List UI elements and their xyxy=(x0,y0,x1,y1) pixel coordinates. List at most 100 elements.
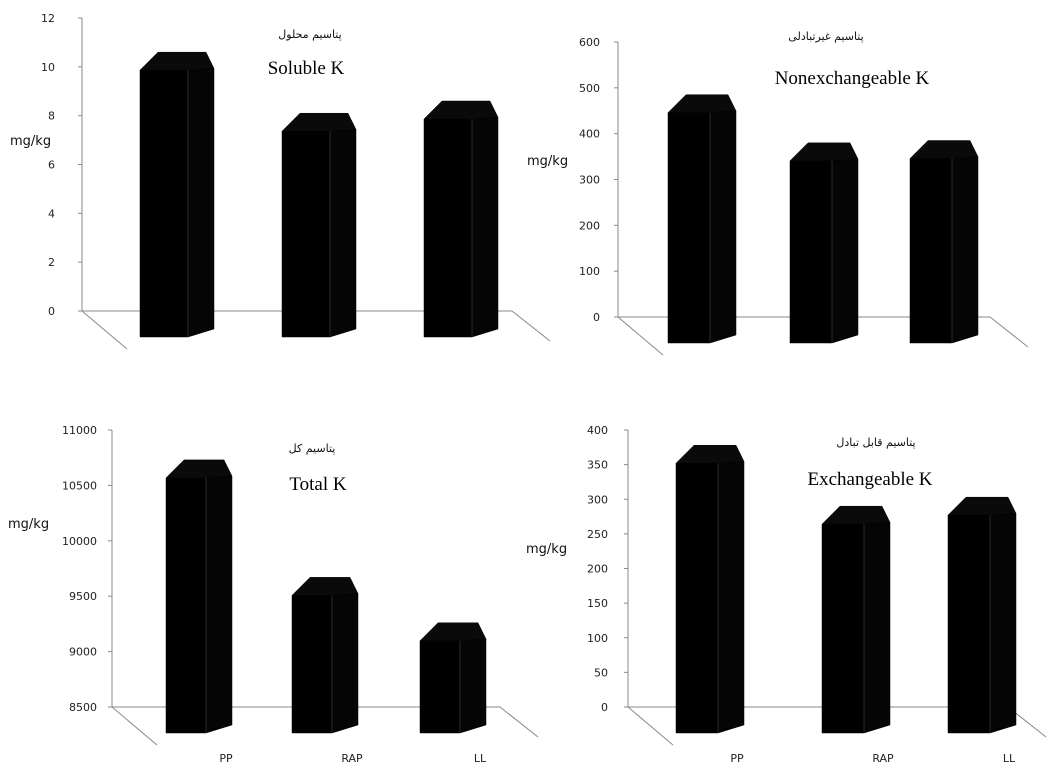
category-label-ll: LL xyxy=(1003,752,1016,765)
bar-front xyxy=(667,112,711,344)
y-tick-label: 11000 xyxy=(62,424,97,437)
bar-top xyxy=(909,140,979,159)
chart-title-fa-exchangeable-k: پتاسیم قابل تبادل xyxy=(836,436,915,449)
bar-pp-total-k xyxy=(165,459,233,734)
bar-side xyxy=(989,513,1017,734)
floor-back-total-k xyxy=(112,706,539,738)
chart-title-fa-total-k: پتاسیم کل xyxy=(289,442,336,455)
bar-side xyxy=(717,461,745,734)
bar-side xyxy=(831,158,859,344)
bar-top xyxy=(947,496,1017,516)
y-tick-label: 600 xyxy=(579,36,600,49)
bar-ll-total-k xyxy=(419,622,487,734)
chart-title-soluble-k: Soluble K xyxy=(268,58,345,79)
y-tick-label: 50 xyxy=(594,666,608,679)
bar-side xyxy=(187,68,215,338)
floor-side-nonexchangeable-k xyxy=(617,316,664,356)
bar-side xyxy=(329,129,357,338)
y-tick-label: 6 xyxy=(48,159,55,172)
bar-top xyxy=(423,100,499,120)
bar-front xyxy=(139,69,189,338)
y-axis-label-total-k: mg/kg xyxy=(8,517,49,532)
bar-side xyxy=(863,522,891,734)
chart-title-nonexchangeable-k: Nonexchangeable K xyxy=(775,68,930,89)
y-tick-label: 9000 xyxy=(69,646,97,659)
floor-back-nonexchangeable-k xyxy=(618,316,1029,348)
bar-top xyxy=(675,444,745,464)
y-tick-label: 100 xyxy=(587,632,608,645)
y-tick-label: 4 xyxy=(48,207,55,220)
bar-front xyxy=(947,514,991,734)
floor-side-total-k xyxy=(111,706,158,746)
bar-rap-exchangeable-k xyxy=(821,505,891,734)
category-label-rap: RAP xyxy=(872,752,894,765)
y-tick-label: 8500 xyxy=(69,701,97,714)
y-tick-label: 200 xyxy=(587,563,608,576)
bar-top xyxy=(789,142,859,162)
y-tick-label: 0 xyxy=(601,701,608,714)
bar-pp-soluble-k xyxy=(139,51,215,338)
y-tick-label: 9500 xyxy=(69,590,97,603)
y-tick-label: 150 xyxy=(587,597,608,610)
y-tick-label: 10500 xyxy=(62,479,97,492)
y-tick-label: 8 xyxy=(48,110,55,123)
chart-soluble-k: 0 2 4 6 8 10 12 mg/kg پتاسیم محلول Soluble K xyxy=(10,12,551,350)
bar-ll-exchangeable-k xyxy=(947,496,1017,734)
bar-front xyxy=(291,595,333,734)
bar-front xyxy=(165,477,207,734)
bar-front xyxy=(419,640,461,734)
chart-total-k: 8500 9000 9500 10000 10500 11000 mg/kg پتاسیم ک… xyxy=(8,424,539,765)
bar-front xyxy=(821,523,865,734)
bar-front xyxy=(909,158,953,344)
bar-rap-total-k xyxy=(291,577,359,734)
bar-top xyxy=(667,94,737,113)
bar-front xyxy=(423,118,473,338)
chart-title-total-k: Total K xyxy=(289,474,347,495)
y-tick-label: 2 xyxy=(48,256,55,269)
y-tick-label: 400 xyxy=(587,424,608,437)
y-tick-label: 400 xyxy=(579,128,600,141)
bar-ll-nonexchangeable-k xyxy=(909,140,979,344)
y-tick-label: 0 xyxy=(48,305,55,318)
y-axis-label-soluble-k: mg/kg xyxy=(10,134,51,149)
bar-ll-soluble-k xyxy=(423,100,499,338)
chart-title-fa-soluble-k: پتاسیم محلول xyxy=(278,28,341,41)
bar-top xyxy=(165,459,233,479)
bar-top xyxy=(291,577,359,596)
category-label-pp: PP xyxy=(730,752,744,765)
bar-top xyxy=(281,112,357,132)
y-tick-label: 10 xyxy=(41,61,55,74)
bar-front xyxy=(281,130,331,338)
bar-front xyxy=(675,462,719,734)
y-tick-label: 0 xyxy=(593,311,600,324)
bar-side xyxy=(471,116,499,338)
bar-pp-nonexchangeable-k xyxy=(667,94,737,344)
bar-rap-soluble-k xyxy=(281,112,357,338)
bar-side xyxy=(459,638,487,734)
bar-side xyxy=(951,156,979,344)
chart-title-fa-nonexchangeable-k: پتاسیم غیرتبادلی xyxy=(788,30,863,43)
bar-top xyxy=(821,505,891,525)
y-tick-label: 200 xyxy=(579,219,600,232)
y-axis-label-exchangeable-k: mg/kg xyxy=(526,542,567,557)
category-label-ll: LL xyxy=(474,752,487,765)
bar-top xyxy=(139,51,215,71)
chart-title-exchangeable-k: Exchangeable K xyxy=(807,469,932,490)
y-tick-label: 300 xyxy=(579,174,600,187)
y-tick-label: 100 xyxy=(579,265,600,278)
chart-nonexchangeable-k: 0 100 200 300 400 500 600 mg/kg پتاسیم غیرتبادلی… xyxy=(527,30,1029,356)
bar-pp-exchangeable-k xyxy=(675,444,745,734)
bar-side xyxy=(205,475,233,734)
y-tick-label: 250 xyxy=(587,528,608,541)
bar-top xyxy=(419,622,487,642)
chart-exchangeable-k: 0 50 100 150 200 250 300 350 400 mg/kg پتاسیم قابل… xyxy=(526,424,1047,765)
category-label-rap: RAP xyxy=(341,752,363,765)
y-tick-label: 10000 xyxy=(62,535,97,548)
y-tick-label: 500 xyxy=(579,82,600,95)
floor-side-soluble-k xyxy=(81,310,128,350)
y-tick-label: 12 xyxy=(41,12,55,25)
y-tick-label: 300 xyxy=(587,493,608,506)
floor-back-soluble-k xyxy=(82,310,551,342)
bar-side xyxy=(331,593,359,734)
